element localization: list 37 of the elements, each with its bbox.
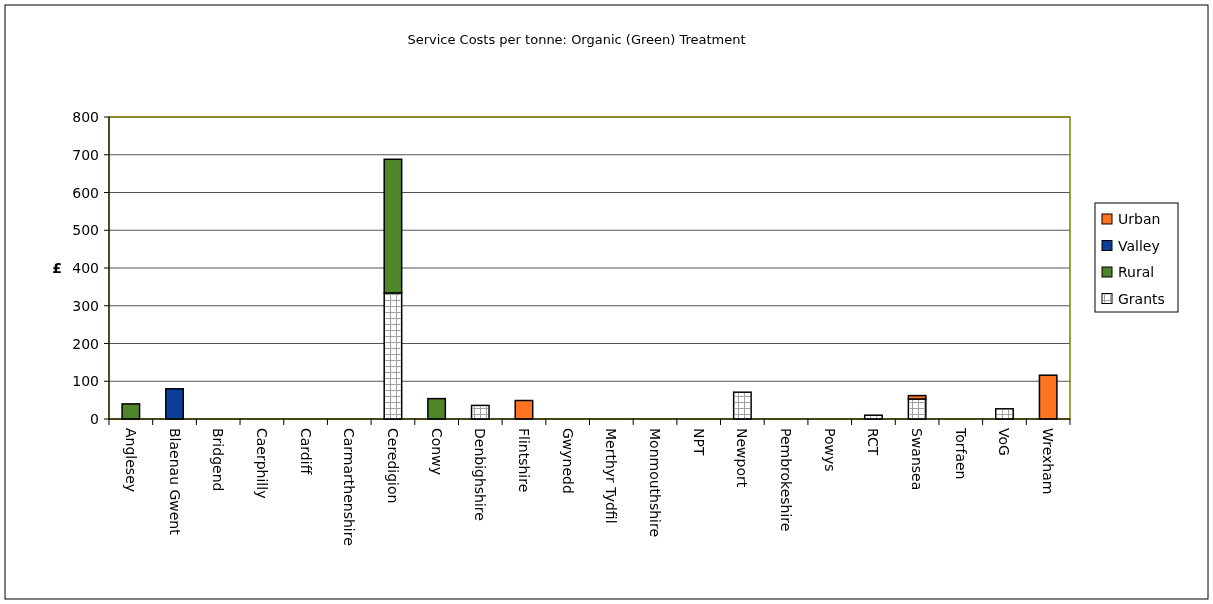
x-tick-label: Denbighshire [472, 428, 489, 521]
x-tick-label: Torfaen [952, 427, 969, 480]
y-tick-label: 700 [72, 146, 99, 163]
x-tick-label: Bridgend [210, 428, 227, 492]
y-axis-title: £ [52, 260, 62, 276]
x-tick-label: VoG [996, 428, 1013, 456]
y-tick-label: 0 [90, 411, 99, 427]
y-tick-label: 800 [72, 109, 99, 125]
chart-title: Service Costs per tonne: Organic (Green) Treatment [407, 32, 746, 47]
x-tick-label: Merthyr Tydfil [603, 428, 620, 524]
x-tick-label: Conwy [428, 428, 445, 475]
x-tick-label: Caerphilly [253, 428, 270, 499]
x-tick-label: Carmarthenshire [341, 428, 358, 546]
y-tick-label: 300 [72, 297, 99, 314]
x-tick-label: NPT [690, 428, 707, 456]
x-tick-label: Wrexham [1040, 428, 1057, 495]
x-tick-label: Flintshire [515, 428, 532, 493]
x-tick-label: Cardiff [297, 428, 314, 475]
y-tick-label: 400 [72, 260, 99, 276]
x-tick-label: Swansea [909, 428, 926, 491]
x-tick-label: Pembrokeshire [778, 428, 795, 532]
x-tick-label: Ceredigion [384, 428, 401, 504]
legend-label: Urban [1118, 211, 1161, 227]
y-tick-label: 500 [72, 222, 99, 239]
y-tick-label: 100 [72, 373, 99, 390]
legend-label: Valley [1118, 237, 1160, 254]
y-tick-label: 200 [72, 335, 99, 352]
legend-label: Grants [1118, 290, 1165, 307]
x-tick-label: Newport [734, 428, 751, 488]
x-tick-label: RCT [865, 428, 882, 456]
y-tick-label: 600 [72, 184, 99, 201]
x-tick-label: Gwynedd [559, 428, 576, 494]
x-tick-label: Monmouthshire [647, 428, 664, 538]
legend-label: Rural [1118, 264, 1155, 280]
x-tick-label: Blaenau Gwent [166, 428, 183, 536]
x-tick-label: Powys [821, 428, 838, 472]
x-tick-label: Anglesey [122, 428, 139, 493]
